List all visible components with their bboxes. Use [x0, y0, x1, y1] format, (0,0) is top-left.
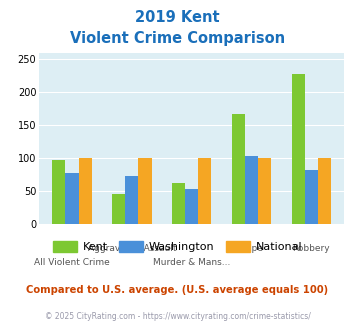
Bar [125, 176, 138, 224]
Text: All Violent Crime: All Violent Crime [34, 258, 110, 267]
Bar [292, 74, 305, 224]
Bar [112, 194, 125, 224]
Bar [172, 183, 185, 224]
Bar [258, 158, 271, 224]
Text: © 2025 CityRating.com - https://www.cityrating.com/crime-statistics/: © 2025 CityRating.com - https://www.city… [45, 312, 310, 321]
Bar [78, 158, 92, 224]
Text: Robbery: Robbery [293, 244, 330, 253]
Text: Rape: Rape [240, 244, 263, 253]
Bar [245, 156, 258, 224]
Bar [232, 114, 245, 224]
Bar [305, 170, 318, 224]
Bar [138, 158, 152, 224]
Bar [52, 160, 65, 224]
Bar [318, 158, 331, 224]
Text: Murder & Mans...: Murder & Mans... [153, 258, 230, 267]
Bar [65, 173, 78, 224]
Legend: Kent, Washington, National: Kent, Washington, National [48, 237, 307, 257]
Bar [185, 189, 198, 224]
Text: Violent Crime Comparison: Violent Crime Comparison [70, 31, 285, 46]
Text: Aggravated Assault: Aggravated Assault [88, 244, 176, 253]
Text: Compared to U.S. average. (U.S. average equals 100): Compared to U.S. average. (U.S. average … [26, 285, 329, 295]
Text: 2019 Kent: 2019 Kent [135, 10, 220, 25]
Bar [198, 158, 212, 224]
